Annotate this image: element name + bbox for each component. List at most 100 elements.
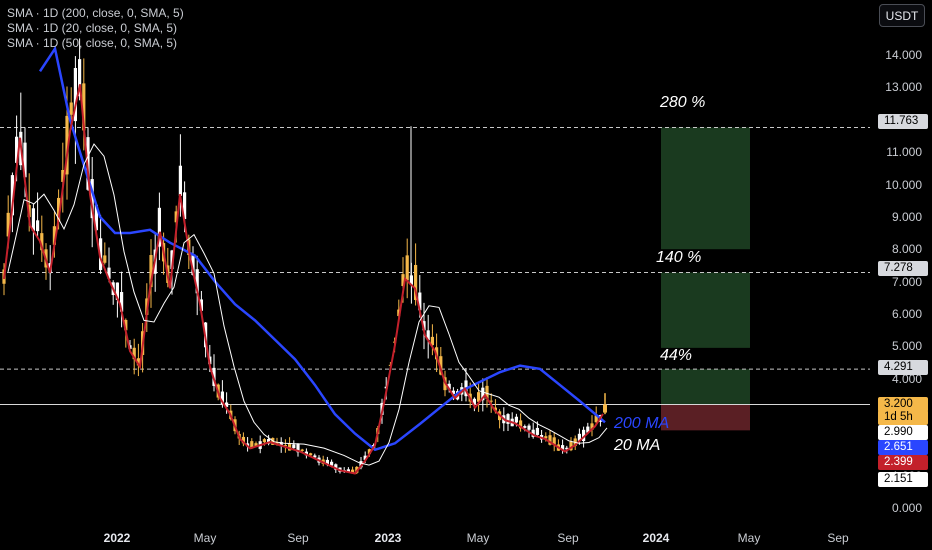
y-tick-label: 11.000 <box>886 145 922 160</box>
candle-body <box>296 444 300 453</box>
candle-body <box>103 255 107 263</box>
y-tick-label: 10.000 <box>885 177 922 192</box>
candle-body <box>107 267 111 279</box>
candle-body <box>565 447 569 450</box>
y-tick-label: 5.000 <box>891 339 922 354</box>
candle-body <box>90 179 94 219</box>
candle-body <box>250 441 254 449</box>
candle-body <box>367 449 371 455</box>
candle-body <box>254 443 258 447</box>
candle-body <box>325 459 329 465</box>
candle-body <box>23 142 27 178</box>
candle-body <box>363 455 367 460</box>
candle-body <box>414 264 418 300</box>
candle-body <box>40 233 44 251</box>
candle-body <box>397 309 401 317</box>
candle-body <box>481 387 485 401</box>
candle-body <box>292 444 296 449</box>
sma-50-line <box>7 143 608 466</box>
x-tick-label: May <box>193 531 217 545</box>
candle-body <box>535 427 539 435</box>
candle-body <box>225 402 229 407</box>
candle-body <box>401 274 405 287</box>
candle-body <box>561 445 565 451</box>
candle-body <box>451 390 455 394</box>
price-tag: 2.651 <box>878 440 928 455</box>
candle-body <box>405 255 409 281</box>
target-zone-box <box>661 127 750 250</box>
candle-body <box>447 383 451 390</box>
candle-body <box>493 407 497 411</box>
candle-body <box>191 254 195 275</box>
candle-body <box>418 292 422 311</box>
candle-body <box>132 347 136 360</box>
price-tag: 4.291 <box>878 360 928 375</box>
candle-body <box>220 391 224 405</box>
candle-body <box>519 420 523 429</box>
label-200-ma: 200 MA <box>614 415 670 432</box>
candle-body <box>52 226 56 245</box>
legend-sma-50: SMA · 1D (50, close, 0, SMA, 5) <box>7 36 178 50</box>
candle-body <box>262 439 266 443</box>
price-tag: 2.151 <box>878 472 928 487</box>
x-tick-label: Sep <box>287 531 309 545</box>
candle-body <box>506 414 510 424</box>
candle-body <box>586 426 590 433</box>
candle-body <box>552 437 556 445</box>
candle-body <box>346 469 350 473</box>
candle-body <box>485 385 489 399</box>
candle-body <box>594 415 598 423</box>
candle-body <box>288 443 292 451</box>
y-tick-label: 8.000 <box>891 242 922 257</box>
candle-body <box>65 115 69 175</box>
candle-body <box>351 469 355 474</box>
stop-zone-box <box>661 404 750 431</box>
candle-body <box>10 175 14 216</box>
candle-body <box>577 433 581 441</box>
price-tag: 1d 5h <box>878 410 928 425</box>
candle-body <box>78 59 82 97</box>
currency-button[interactable]: USDT <box>879 4 925 27</box>
candle-body <box>267 439 271 444</box>
x-tick-label: May <box>466 531 490 545</box>
candle-body <box>569 441 573 451</box>
candle-body <box>472 398 476 404</box>
candle-body <box>544 436 548 439</box>
candle-body <box>136 358 140 366</box>
candle-body <box>426 330 430 341</box>
candle-body <box>582 429 586 442</box>
candle-body <box>422 321 426 331</box>
candle-body <box>57 197 61 222</box>
x-tick-label: Sep <box>557 531 579 545</box>
candle-body <box>6 212 10 237</box>
candle-body <box>271 438 275 445</box>
price-tag: 2.399 <box>878 455 928 470</box>
y-tick-label: 9.000 <box>891 209 922 224</box>
candle-body <box>548 435 552 445</box>
candle-body <box>330 461 334 466</box>
candle-body <box>61 170 65 182</box>
candle-body <box>523 426 527 428</box>
candle-body <box>334 464 338 470</box>
candle-body <box>99 238 103 270</box>
y-tick-label: 14.000 <box>885 48 922 63</box>
candle-body <box>120 292 124 312</box>
candle-body <box>157 207 161 247</box>
x-tick-label: 2024 <box>642 531 670 545</box>
candle-body <box>527 425 531 430</box>
price-tag: 2.990 <box>878 425 928 440</box>
candle-body <box>590 423 594 430</box>
label-20-ma: 20 MA <box>614 437 661 454</box>
candle-body <box>241 436 245 444</box>
candle-body <box>183 192 187 219</box>
candle-body <box>300 449 304 451</box>
y-tick-label: 0.000 <box>891 501 922 515</box>
candle-body <box>477 392 481 402</box>
candle-body <box>514 416 518 423</box>
indicator-legend: SMA · 1D (200, close, 0, SMA, 5) SMA · 1… <box>7 6 184 51</box>
candle-body <box>31 208 35 231</box>
candle-body <box>170 250 174 270</box>
target-label-140: 140 % <box>656 249 702 266</box>
y-tick-label: 13.000 <box>885 80 922 95</box>
